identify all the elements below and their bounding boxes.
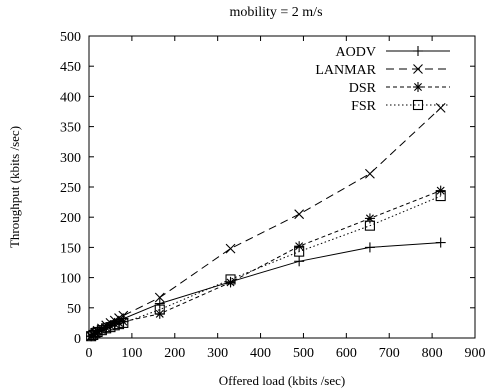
data-point-lanmar [365, 168, 375, 179]
data-point-dsr [225, 277, 236, 288]
legend-marker-dsr [413, 82, 423, 92]
legend-label-aodv: AODV [336, 45, 376, 60]
data-point-fsr [118, 317, 129, 328]
legend-item-dsr: DSR [349, 81, 450, 96]
data-point-aodv [364, 242, 375, 253]
y-tick-label: 100 [60, 272, 81, 287]
data-point-dsr [435, 185, 446, 196]
legend-item-aodv: AODV [336, 45, 450, 60]
x-axis-label: Offered load (kbits /sec) [219, 373, 345, 388]
series-dsr [86, 185, 446, 342]
data-point-lanmar [435, 102, 446, 113]
x-tick-label: 900 [465, 346, 486, 361]
x-tick-label: 0 [86, 346, 93, 361]
axes: 0 100 200 300 400 500 600 700 800 900 0 50 100 150 200… [60, 30, 486, 361]
data-point-fsr [225, 274, 236, 285]
x-tick-label: 100 [121, 346, 142, 361]
series-lanmar [86, 102, 446, 342]
series-fsr [86, 191, 446, 342]
data-point-aodv [435, 237, 446, 248]
series-line-lanmar [90, 107, 442, 337]
y-tick-label: 450 [60, 60, 81, 75]
y-tick-label: 0 [74, 332, 81, 347]
y-tick-label: 500 [60, 30, 81, 45]
data-point-dsr [294, 241, 305, 252]
legend-label-dsr: DSR [349, 81, 377, 96]
y-tick-label: 200 [60, 211, 81, 226]
y-tick-label: 350 [60, 121, 81, 136]
x-tick-label: 400 [250, 346, 271, 361]
series-line-dsr [90, 190, 441, 337]
y-tick-label: 300 [60, 151, 81, 166]
x-tick-label: 500 [293, 346, 314, 361]
data-point-aodv [154, 298, 165, 309]
legend-label-lanmar: LANMAR [315, 63, 376, 78]
data-point-dsr [364, 213, 375, 224]
series-layer [86, 102, 446, 342]
x-tick-label: 800 [422, 346, 443, 361]
data-point-lanmar [225, 243, 236, 254]
legend-marker-fsr [412, 99, 424, 111]
series-line-aodv [90, 242, 441, 337]
x-tick-label: 700 [379, 346, 400, 361]
data-point-fsr [154, 304, 165, 315]
x-tick-label: 200 [164, 346, 185, 361]
series-aodv [86, 237, 446, 342]
y-tick-label: 150 [60, 241, 81, 256]
chart-title: mobility = 2 m/s [229, 5, 322, 20]
plot-frame [88, 35, 476, 339]
x-tick-label: 600 [336, 346, 357, 361]
x-tick-label: 300 [207, 346, 228, 361]
legend-label-fsr: FSR [351, 99, 377, 114]
y-tick-label: 250 [60, 181, 81, 196]
y-tick-label: 50 [67, 302, 81, 317]
legend-marker-lanmar [413, 64, 423, 74]
data-point-fsr [90, 328, 101, 339]
data-point-lanmar [154, 292, 165, 303]
data-point-aodv [294, 256, 305, 267]
y-tick-label: 400 [60, 90, 81, 105]
legend-marker-aodv [413, 46, 423, 56]
data-point-lanmar [294, 209, 305, 220]
data-point-fsr [294, 246, 305, 257]
series-line-fsr [90, 195, 441, 337]
data-point-fsr [435, 191, 446, 202]
legend: AODV LANMAR DSR FSR [315, 45, 450, 114]
legend-item-fsr: FSR [351, 99, 450, 114]
legend-item-lanmar: LANMAR [315, 63, 450, 78]
data-point-fsr [364, 220, 375, 231]
y-axis-label: Throughput (kbits /sec) [7, 126, 22, 248]
